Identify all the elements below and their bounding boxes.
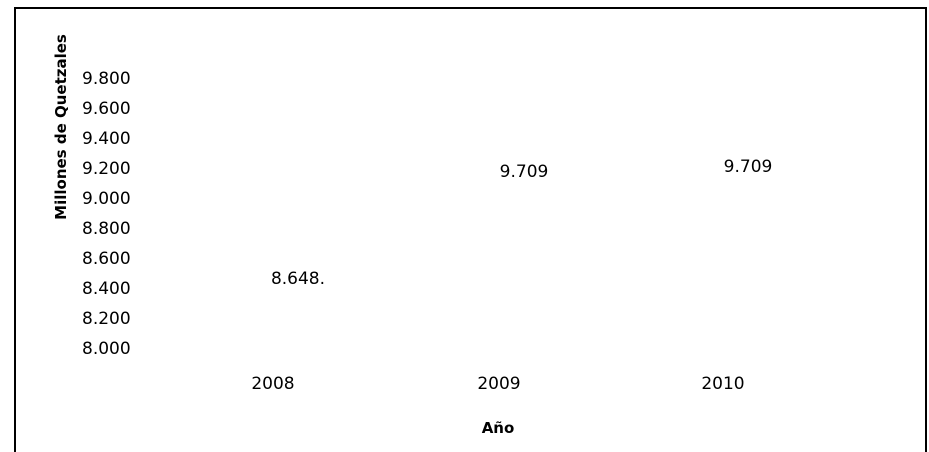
y-tick-label: 9.400 [82,129,131,149]
y-tick-label: 8.400 [82,279,131,299]
data-label: 9.709 [724,157,773,177]
y-tick-label: 8.200 [82,309,131,329]
x-tick-label: 2008 [251,374,294,394]
y-tick-label: 9.600 [82,99,131,119]
chart-frame [14,7,927,452]
x-tick-label: 2009 [477,374,520,394]
x-tick-label: 2010 [701,374,744,394]
y-tick-label: 9.000 [82,189,131,209]
x-axis-ticks: 2008 2009 2010 [251,374,744,394]
data-label: 8.648. [271,269,325,289]
y-tick-label: 8.000 [82,339,131,359]
y-tick-label: 8.800 [82,219,131,239]
y-tick-label: 8.600 [82,249,131,269]
y-tick-label: 9.200 [82,159,131,179]
y-axis-ticks: 9.800 9.600 9.400 9.200 9.000 8.800 8.600 8.400… [82,69,131,359]
data-labels: 8.648. 9.709 9.709 [271,157,772,289]
y-axis-title: Millones de Quetzales [52,34,70,220]
x-axis-title: Año [482,419,515,437]
y-tick-label: 9.800 [82,69,131,89]
data-label: 9.709 [500,162,549,182]
